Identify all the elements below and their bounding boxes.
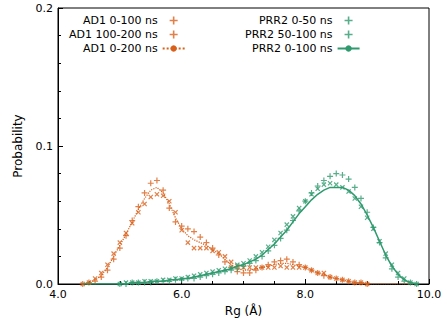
svg-text:PRR2 0-50 ns: PRR2 0-50 ns	[259, 14, 333, 27]
svg-text:PRR2 0-100 ns: PRR2 0-100 ns	[252, 42, 333, 55]
svg-text:8.0: 8.0	[297, 288, 315, 301]
svg-text:0.2: 0.2	[36, 2, 54, 15]
svg-text:0.1: 0.1	[36, 140, 54, 153]
svg-text:PRR2 50-100 ns: PRR2 50-100 ns	[245, 28, 333, 41]
svg-text:Probability: Probability	[11, 114, 25, 177]
svg-text:AD1 0-100 ns: AD1 0-100 ns	[83, 14, 158, 27]
svg-text:6.0: 6.0	[173, 288, 191, 301]
svg-text:10.0: 10.0	[417, 288, 442, 301]
svg-text:4.0: 4.0	[49, 288, 67, 301]
svg-text:AD1 100-200 ns: AD1 100-200 ns	[69, 28, 158, 41]
svg-text:0.0: 0.0	[35, 277, 53, 291]
svg-text:Rg (Å): Rg (Å)	[225, 303, 262, 318]
svg-text:AD1 0-200 ns: AD1 0-200 ns	[83, 42, 158, 55]
